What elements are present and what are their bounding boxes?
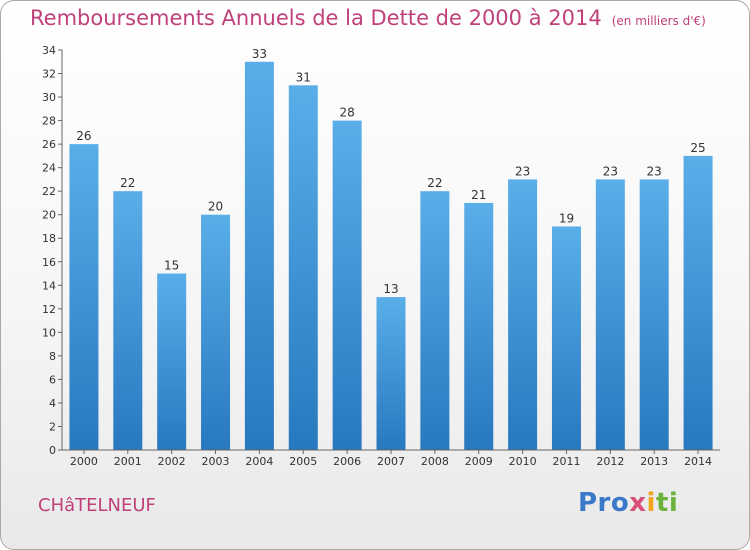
x-tick-label: 2007 (377, 455, 405, 468)
y-tick-label: 28 (42, 115, 56, 128)
logo-part-2: x (629, 488, 647, 518)
y-tick-label: 30 (42, 91, 56, 104)
y-tick-label: 2 (49, 420, 56, 433)
y-tick-label: 6 (49, 373, 56, 386)
y-tick-label: 18 (42, 232, 56, 245)
bar (157, 273, 187, 450)
y-tick-label: 12 (42, 303, 56, 316)
bar-value-label: 22 (427, 176, 442, 190)
bar-value-label: 19 (559, 211, 574, 225)
x-tick-label: 2001 (114, 455, 142, 468)
bar-value-label: 33 (252, 47, 267, 61)
bar-value-label: 28 (339, 106, 354, 120)
bar-value-label: 23 (647, 164, 662, 178)
bar-value-label: 22 (120, 176, 135, 190)
bar (420, 191, 450, 451)
x-tick-label: 2008 (421, 455, 449, 468)
logo-part-3: i (646, 488, 656, 518)
y-tick-label: 0 (49, 444, 56, 457)
chart-title: Remboursements Annuels de la Dette de 20… (30, 6, 706, 30)
bar (288, 85, 318, 450)
bar (639, 179, 669, 451)
bars-group: 26 22 15 20 33 31 28 13 22 21 23 19 23 23 25 (69, 47, 713, 451)
x-tick-label: 2010 (509, 455, 537, 468)
bar (376, 297, 406, 450)
town-name: CHâTELNEUF (38, 495, 156, 516)
bar (201, 214, 231, 450)
x-tick-label: 2011 (552, 455, 580, 468)
bar (332, 120, 362, 451)
bar (595, 179, 625, 451)
logo-part-1: Pro (578, 488, 630, 518)
bar-value-label: 26 (76, 129, 91, 143)
bar (464, 202, 494, 450)
bar (683, 155, 713, 450)
bar (113, 191, 143, 451)
x-tick-label: 2004 (245, 455, 273, 468)
x-tick-label: 2009 (465, 455, 493, 468)
bar-value-label: 15 (164, 259, 179, 273)
x-tick-label: 2002 (158, 455, 186, 468)
y-tick-label: 14 (42, 279, 56, 292)
logo-part-4: ti (655, 488, 679, 518)
bar (551, 226, 581, 450)
bar (508, 179, 538, 451)
y-tick-label: 4 (49, 397, 56, 410)
bar-value-label: 21 (471, 188, 486, 202)
x-tick-label: 2012 (596, 455, 624, 468)
x-tick-label: 2003 (202, 455, 230, 468)
y-tick-label: 22 (42, 185, 56, 198)
bar-value-label: 31 (296, 70, 311, 84)
bar-value-label: 13 (383, 282, 398, 296)
y-tick-label: 16 (42, 256, 56, 269)
x-tick-label: 2005 (289, 455, 317, 468)
bar-value-label: 25 (690, 141, 705, 155)
y-tick-label: 26 (42, 138, 56, 151)
bar-value-label: 20 (208, 200, 223, 214)
y-tick-label: 24 (42, 162, 56, 175)
bar-value-label: 23 (603, 164, 618, 178)
y-tick-label: 10 (42, 326, 56, 339)
x-tick-label: 2014 (684, 455, 712, 468)
bar (69, 144, 99, 450)
y-tick-label: 20 (42, 209, 56, 222)
proxiti-logo[interactable]: Proxiti (578, 488, 678, 518)
y-tick-label: 34 (42, 44, 56, 57)
x-tick-label: 2013 (640, 455, 668, 468)
bar (244, 61, 274, 450)
title-text: Remboursements Annuels de la Dette de 20… (30, 6, 602, 30)
bar-value-label: 23 (515, 164, 530, 178)
y-tick-label: 32 (42, 68, 56, 81)
y-tick-label: 8 (49, 350, 56, 363)
x-tick-label: 2006 (333, 455, 361, 468)
x-tick-label: 2000 (70, 455, 98, 468)
chart-subtitle: (en milliers d'€) (611, 14, 706, 28)
